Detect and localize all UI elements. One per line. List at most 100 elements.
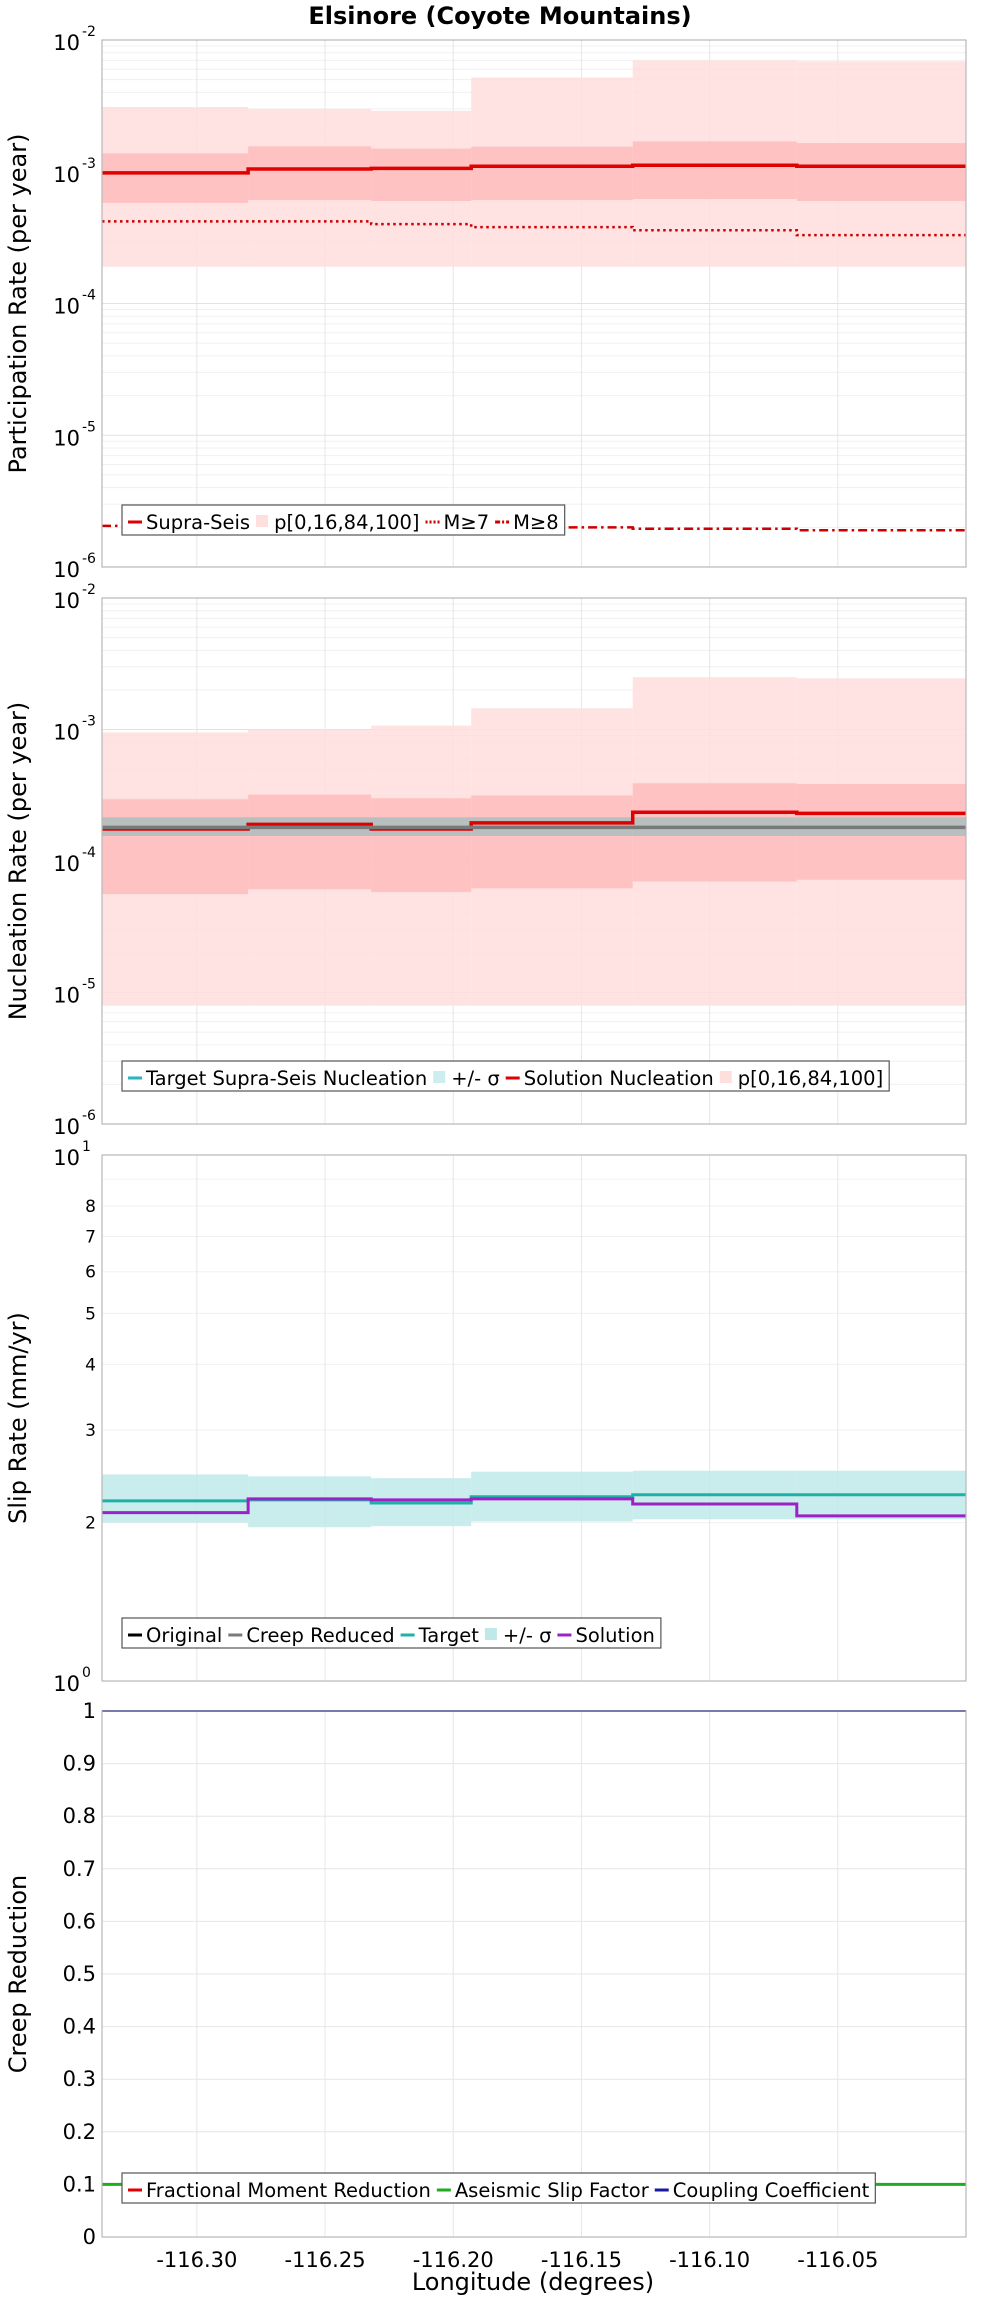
y-ticks: 10-610-510-410-310-2 [53,582,96,1139]
y-minor-tick-label: 4 [85,1355,96,1375]
y-tick-label: 10 [53,163,80,187]
legend-swatch [484,1628,497,1640]
plot-frame [101,1154,967,1682]
legend-item: p[0,16,84,100] [719,1067,883,1090]
legend-item: Target Supra-Seis Nucleation [128,1067,427,1090]
legend: Supra-Seis p[0,16,84,100] M≥7 M≥8 [121,504,566,536]
y-tick-label: 10 [53,721,80,745]
y-tick-label: 10 [53,31,80,55]
legend: Original Creep Reduced Target +/- σ Solution [121,1617,662,1649]
legend: Target Supra-Seis Nucleation +/- σ Solutio… [121,1060,890,1092]
y-tick-exponent: -4 [82,845,96,861]
y-tick-label: 10 [53,1115,80,1139]
x-tick-label: -116.05 [797,2248,878,2272]
band-segment [102,799,249,895]
y-minor-tick-label: 6 [85,1263,96,1283]
legend-label: Target Supra-Seis Nucleation [145,1067,427,1090]
y-ticks: 10-610-510-410-310-2 [53,24,96,582]
legend-swatch [719,1071,732,1083]
legend-item: M≥8 [495,511,559,534]
bands [102,677,966,1006]
y-tick-label: 0.7 [63,1857,96,1881]
y-tick-label: 0.9 [63,1752,96,1776]
legend-box [121,2172,876,2204]
x-tick-label: -116.10 [669,2248,750,2272]
legend-item: Solution Nucleation [505,1067,714,1090]
series [102,810,966,831]
y-tick-label: 10 [53,1672,80,1696]
y-ticks: 0 0.1 0.2 0.3 0.4 0.5 0.6 0.7 0.8 0.9 1 [63,1699,96,2249]
legend-item: Creep Reduced [228,1624,395,1647]
grid [102,1155,966,1682]
y-tick-label: 10 [53,984,80,1008]
legend-label: +/- σ [451,1067,500,1090]
y-tick-exponent: -6 [82,1108,96,1124]
y-axis-label: Participation Rate (per year) [4,134,32,474]
legend-item: p[0,16,84,100] [256,511,420,534]
band-segment [248,794,372,890]
legend-label: Original [146,1624,222,1647]
y-tick-exponent: -6 [82,551,96,567]
y-tick-exponent: 0 [82,1665,91,1681]
y-tick-label: 0.6 [63,1909,96,1933]
legend-label: Fractional Moment Reduction [146,2179,431,2202]
legend-item: Supra-Seis [128,511,250,534]
y-minor-tick-label: 3 [85,1421,96,1441]
y-tick-exponent: -2 [82,24,96,40]
band-segment [796,143,966,201]
legend-box [121,1617,662,1649]
x-ticks: -116.30 -116.25 -116.20 -116.15 -116.10 -116.… [156,2248,878,2272]
legend-box [121,1060,890,1092]
legend-item: Target [400,1624,479,1647]
band-segment [248,146,372,201]
x-tick-label: -116.20 [413,2248,494,2272]
y-minor-tick-label: 8 [85,1197,96,1217]
y-tick-label: 0.3 [63,2067,96,2091]
legend-label: p[0,16,84,100] [738,1067,883,1090]
y-tick-exponent: -3 [82,714,96,730]
band-segment [471,146,633,201]
legend-item: M≥7 [425,511,490,534]
y-tick-label: 10 [53,558,80,582]
x-tick-label: -116.25 [285,2248,366,2272]
x-axis-label: Longitude (degrees) [412,2268,654,2296]
legend-item: Aseismic Slip Factor [436,2179,650,2202]
x-tick-label: -116.15 [541,2248,622,2272]
series [102,1710,966,2186]
x-tick-label: -116.30 [156,2248,237,2272]
y-tick-label: 1 [83,1699,96,1723]
y-tick-exponent: -5 [82,977,96,993]
y-tick-label: 10 [53,589,80,613]
series-line [102,1497,966,1518]
y-axis-label: Creep Reduction [4,1875,32,2073]
series-line [102,163,966,175]
y-tick-label: 0 [83,2225,96,2249]
band-segment [102,1474,249,1523]
legend-label: Aseismic Slip Factor [455,2179,650,2202]
legend-box [121,504,566,536]
legend-label: Solution [575,1624,654,1647]
series-line [102,220,966,237]
series [102,1493,966,1518]
y-minor-tick-label: 5 [85,1304,96,1324]
legend-label: Supra-Seis [146,511,250,534]
bands [102,60,966,267]
legend-label: M≥8 [513,511,559,534]
legend-swatch [433,1071,446,1083]
y-tick-label: 0.8 [63,1804,96,1828]
band-segment [371,798,472,893]
legend-label: M≥7 [444,511,490,534]
legend-label: Creep Reduced [246,1624,394,1647]
y-tick-exponent: -3 [82,156,96,172]
legend-item: Original [128,1624,222,1647]
legend-item: +/- σ [433,1067,500,1090]
legend-item: Fractional Moment Reduction [128,2179,431,2202]
y-tick-label: 0.5 [63,1962,96,1986]
band-segment [371,148,472,201]
y-tick-exponent: -5 [82,419,96,435]
